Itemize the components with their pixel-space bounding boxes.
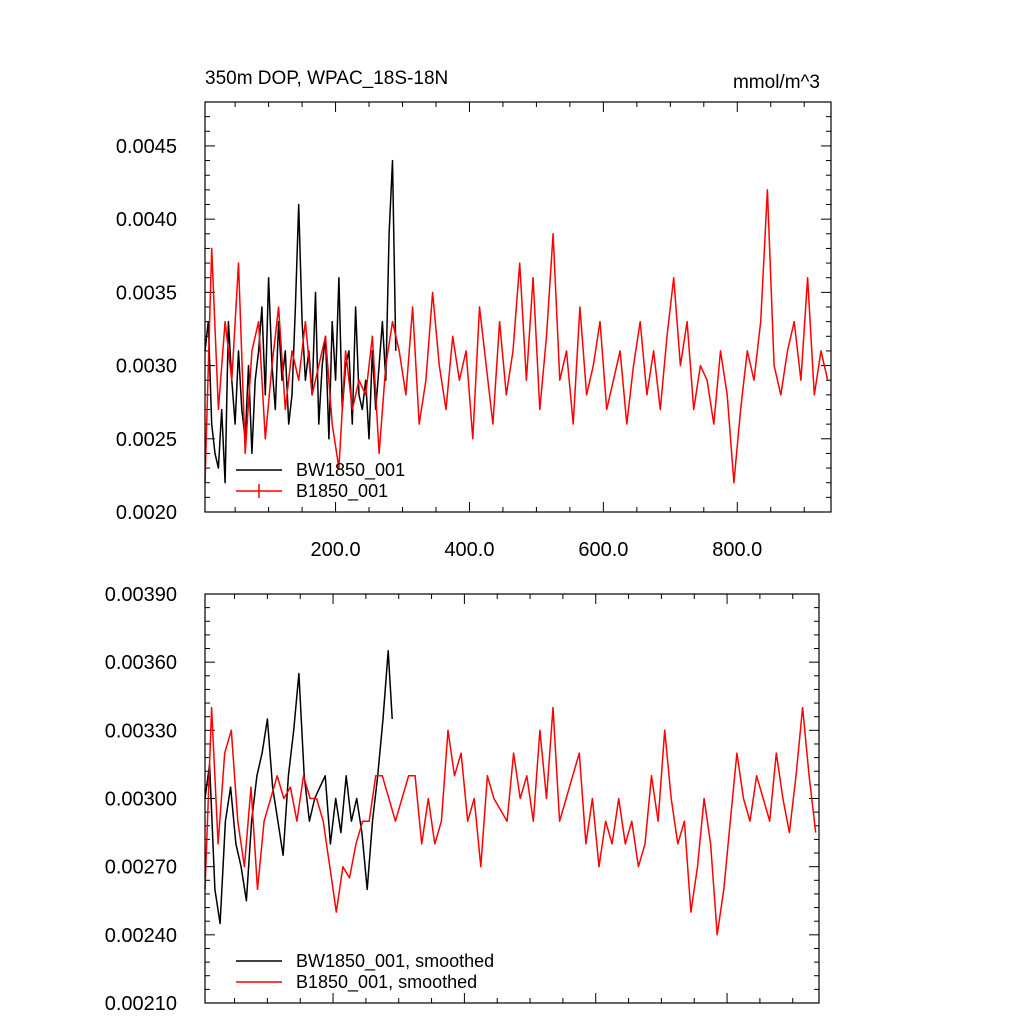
- top-x-tick-label: 600.0: [578, 539, 628, 561]
- bottom-y-tick-label: 0.00390: [105, 584, 177, 606]
- bottom-plot-frame: [204, 593, 820, 1004]
- top-chart-title: 350m DOP, WPAC_18S-18N: [205, 68, 448, 89]
- top-y-tick-label: 0.0035: [116, 282, 177, 304]
- top-x-tick-label: 200.0: [311, 539, 361, 561]
- top-axes: 200.0 400.0 600.0 800.0 0.0020 0.0025 0.0030 0.…: [116, 101, 831, 561]
- top-series-bw1850-line: [204, 159, 397, 484]
- legend-label-bw1850-smoothed: BW1850_001, smoothed: [296, 951, 494, 972]
- top-y-tick-label: 0.0040: [116, 209, 177, 231]
- top-series-b1850-line: [204, 189, 829, 484]
- bottom-axes: 0.00210 0.00240 0.00270 0.00300 0.00330 0.003…: [105, 584, 819, 1015]
- bottom-y-tick-label: 0.00330: [105, 720, 177, 742]
- top-legend: BW1850_001 B1850_001: [236, 460, 405, 502]
- bottom-series-b1850-line: [204, 706, 817, 936]
- top-y-tick-label: 0.0030: [116, 356, 177, 378]
- bottom-y-tick-label: 0.00360: [105, 652, 177, 674]
- top-y-tick-label: 0.0045: [116, 136, 177, 158]
- bottom-y-tick-label: 0.00210: [105, 993, 177, 1015]
- top-series: [204, 159, 829, 484]
- top-y-tick-label: 0.0020: [116, 502, 177, 524]
- bottom-series-bw1850-line: [204, 650, 393, 925]
- bottom-y-tick-label: 0.00240: [105, 925, 177, 947]
- top-x-tick-label: 800.0: [712, 539, 762, 561]
- legend-label-b1850-smoothed: B1850_001, smoothed: [296, 972, 477, 993]
- top-plot-frame: [204, 101, 832, 513]
- panel-top: 350m DOP, WPAC_18S-18N mmol/m^3 200.0 400…: [116, 68, 832, 561]
- legend-label-bw1850: BW1850_001: [296, 460, 405, 481]
- bottom-y-tick-label: 0.00300: [105, 789, 177, 811]
- legend-label-b1850: B1850_001: [296, 481, 388, 502]
- panel-bottom: 0.00210 0.00240 0.00270 0.00300 0.00330 0.003…: [105, 584, 820, 1015]
- bottom-legend: BW1850_001, smoothed B1850_001, smoothed: [236, 951, 494, 993]
- bottom-y-tick-label: 0.00270: [105, 857, 177, 879]
- bottom-series: [204, 650, 817, 936]
- top-y-tick-label: 0.0025: [116, 429, 177, 451]
- top-units-label: mmol/m^3: [733, 72, 820, 93]
- top-x-tick-label: 400.0: [444, 539, 494, 561]
